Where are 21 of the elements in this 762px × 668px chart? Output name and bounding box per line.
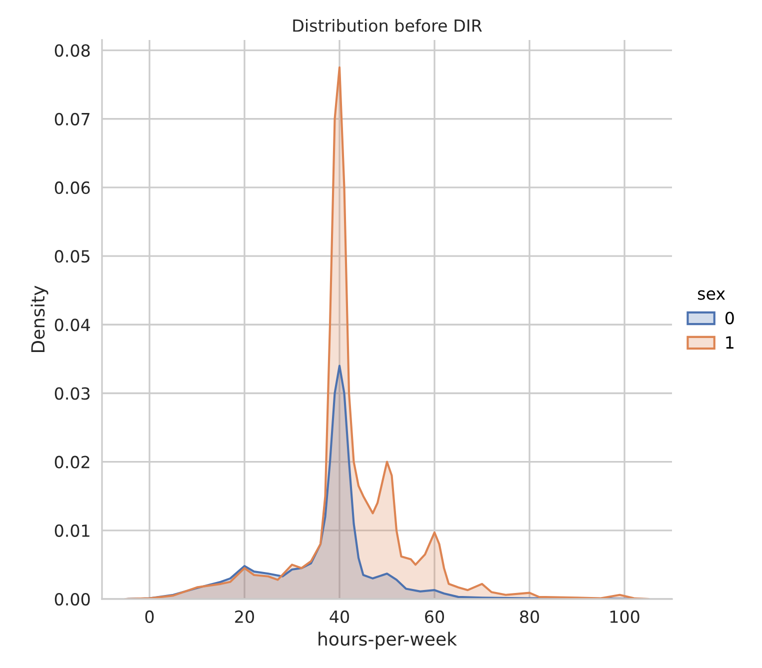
y-tick-label: 0.04 [54, 318, 90, 332]
y-tick-label: 0.03 [54, 387, 90, 400]
y-tick-label: 0.05 [54, 250, 90, 263]
x-tick-label: 20 [235, 610, 254, 624]
y-tick-label: 0.07 [54, 112, 90, 126]
x-tick-label: 0 [145, 610, 154, 624]
y-tick-label: 0.01 [54, 524, 90, 537]
x-tick-label: 60 [425, 610, 444, 624]
y-tick-label: 0.00 [54, 592, 90, 606]
legend-label: 1 [726, 336, 734, 349]
y-tick-label: 0.02 [54, 456, 90, 468]
x-tick-label: 40 [330, 610, 349, 624]
y-tick-label: 0.06 [54, 181, 90, 194]
legend-title: sex [698, 290, 726, 300]
y-tick-label: 0.08 [54, 44, 90, 57]
chart-title: Distribution before DIR [293, 19, 482, 32]
x-axis-title: hours-per-week [318, 632, 457, 650]
x-tick-label: 100 [610, 610, 640, 624]
x-tick-label: 80 [520, 610, 539, 624]
y-axis-title: Density [30, 286, 48, 352]
legend-label: 0 [725, 312, 734, 324]
